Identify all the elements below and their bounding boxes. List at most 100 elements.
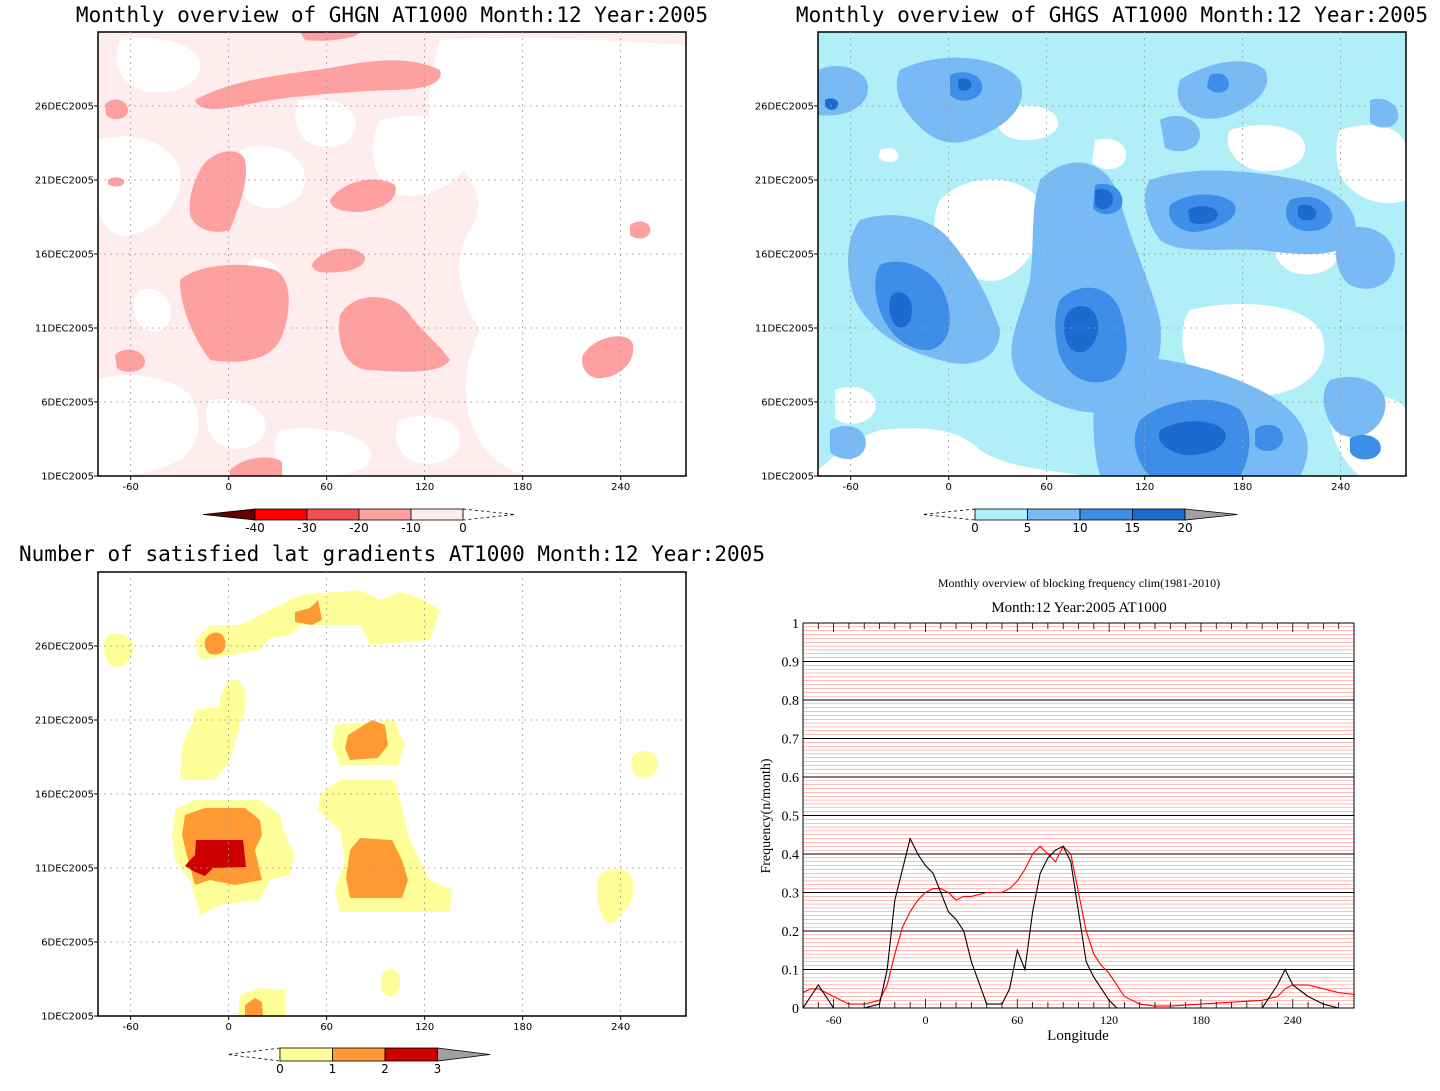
colorbar-right-arrow — [1184, 508, 1238, 521]
colorbar-segment — [332, 1047, 386, 1062]
y-tick-label: 1DEC2005 — [41, 1012, 94, 1023]
y-tick-label: 0.4 — [782, 848, 800, 863]
x-tick-label: 60 — [320, 1022, 333, 1033]
line-chart-xlabel: Longitude — [1047, 1028, 1109, 1044]
y-tick-label: 0.5 — [782, 810, 800, 825]
climatology-line — [803, 845, 1354, 1007]
observed-line — [803, 837, 1354, 1008]
colorbar-segment — [358, 508, 412, 521]
y-tick-label: 0.7 — [782, 733, 800, 748]
x-tick-label: 240 — [611, 1022, 630, 1033]
colorbar-left-arrow — [922, 508, 976, 521]
colorbar-segment — [1027, 508, 1081, 521]
line-chart-subtitle: Month:12 Year:2005 AT1000 — [991, 600, 1166, 616]
y-tick-label: 1DEC2005 — [41, 472, 94, 483]
panel-ghgn-title: Monthly overview of GHGN AT1000 Month:12… — [76, 3, 708, 27]
colorbar-tick-label: -30 — [297, 521, 317, 535]
y-tick-label: 0.9 — [782, 656, 800, 671]
panel-lat-gradients-title: Number of satisfied lat gradients AT1000… — [19, 542, 765, 566]
ghgs-level-15-patches — [825, 78, 1317, 456]
y-tick-label: 21DEC2005 — [35, 176, 94, 187]
x-tick-label: 60 — [1040, 482, 1053, 493]
colorbar-tick-label: 5 — [1024, 521, 1032, 535]
y-tick-label: 16DEC2005 — [35, 250, 94, 261]
colorbar-tick-label: 0 — [276, 1062, 284, 1076]
y-tick-label: 1 — [792, 617, 799, 632]
y-tick-label: 26DEC2005 — [755, 102, 814, 113]
ghgs-gridlines — [818, 32, 1406, 476]
x-tick-label: 0 — [225, 482, 231, 493]
panel-ghgs: Monthly overview of GHGS AT1000 Month:12… — [755, 3, 1428, 535]
count-gridlines — [98, 572, 686, 1016]
colorbar-tick-label: -40 — [245, 521, 265, 535]
x-tick-label: 240 — [611, 482, 630, 493]
count-colorbar: 0 1 2 3 — [227, 1047, 491, 1076]
line-chart-ylabel: Frequency(n/month) — [759, 758, 774, 873]
y-tick-label: 0 — [792, 1002, 799, 1017]
y-tick-label: 0.1 — [782, 964, 800, 979]
colorbar-segment — [1079, 508, 1133, 521]
colorbar-segment — [279, 1047, 333, 1062]
panel-ghgn: Monthly overview of GHGN AT1000 Month:12… — [35, 3, 708, 535]
colorbar-right-arrow — [462, 508, 516, 521]
ghgs-colorbar: 0 5 10 15 20 — [922, 508, 1238, 535]
colorbar-tick-label: 15 — [1125, 521, 1140, 535]
line-chart-axes: 0 0.1 0.2 0.3 0.4 0.5 0.6 0.7 0.8 0.9 1 -60 0 60 120 18… — [782, 617, 1355, 1027]
colorbar-tick-label: 20 — [1177, 521, 1192, 535]
line-chart-series — [803, 837, 1354, 1008]
count-axes: -60 0 60 120 180 240 1DEC2005 6DEC2005 11DEC2005… — [35, 642, 630, 1034]
colorbar-segment — [384, 1047, 438, 1062]
colorbar-segment — [1132, 508, 1186, 521]
x-tick-label: 180 — [1192, 1013, 1210, 1027]
y-tick-label: 0.3 — [782, 887, 800, 902]
x-tick-label: 240 — [1284, 1013, 1302, 1027]
line-chart-title: Monthly overview of blocking frequency c… — [938, 576, 1220, 590]
colorbar-segment — [254, 508, 308, 521]
x-tick-label: -60 — [826, 1013, 842, 1027]
ghgs-axes: -60 0 60 120 180 240 1DEC2005 6DEC2005 11DEC2005… — [755, 102, 1350, 494]
ghgs-white-patches — [835, 105, 1406, 476]
colorbar-tick-label: 3 — [434, 1062, 442, 1076]
panel-ghgs-title: Monthly overview of GHGS AT1000 Month:12… — [796, 3, 1428, 27]
y-tick-label: 11DEC2005 — [35, 324, 94, 335]
x-tick-label: 120 — [415, 482, 434, 493]
line-chart-gridlines — [803, 623, 1354, 1008]
count-level-3-patches — [185, 840, 246, 876]
x-tick-label: 120 — [1135, 482, 1154, 493]
x-tick-label: 240 — [1331, 482, 1350, 493]
panel-lat-gradients: Number of satisfied lat gradients AT1000… — [19, 542, 765, 1076]
x-tick-label: 120 — [1100, 1013, 1118, 1027]
y-tick-label: 16DEC2005 — [755, 250, 814, 261]
x-tick-label: 180 — [513, 482, 532, 493]
x-tick-label: 180 — [1233, 482, 1252, 493]
colorbar-right-arrow — [437, 1047, 491, 1062]
ghgn-axes: -60 0 60 120 180 240 1DEC2005 6DEC2005 11DEC2005… — [35, 102, 630, 494]
x-tick-label: 0 — [945, 482, 951, 493]
y-tick-label: 0.6 — [782, 771, 800, 786]
x-tick-label: -60 — [122, 482, 138, 493]
ghgn-gridlines — [98, 32, 686, 476]
x-tick-label: 60 — [1011, 1013, 1023, 1027]
y-tick-label: 6DEC2005 — [761, 398, 814, 409]
x-tick-label: 0 — [225, 1022, 231, 1033]
x-tick-label: 0 — [922, 1013, 928, 1027]
colorbar-tick-label: 0 — [459, 521, 467, 535]
y-tick-label: 26DEC2005 — [35, 102, 94, 113]
y-tick-label: 21DEC2005 — [755, 176, 814, 187]
colorbar-tick-label: 2 — [381, 1062, 389, 1076]
colorbar-tick-label: -10 — [401, 521, 421, 535]
colorbar-tick-label: -20 — [349, 521, 369, 535]
y-tick-label: 0.2 — [782, 925, 800, 940]
panel-blocking-frequency: Monthly overview of blocking frequency c… — [759, 576, 1355, 1044]
x-tick-label: -60 — [122, 1022, 138, 1033]
y-tick-label: 16DEC2005 — [35, 790, 94, 801]
colorbar-segment — [306, 508, 360, 521]
y-tick-label: 6DEC2005 — [41, 938, 94, 949]
y-tick-label: 6DEC2005 — [41, 398, 94, 409]
y-tick-label: 1DEC2005 — [761, 472, 814, 483]
y-tick-label: 11DEC2005 — [35, 864, 94, 875]
x-tick-label: 180 — [513, 1022, 532, 1033]
x-tick-label: -60 — [842, 482, 858, 493]
y-tick-label: 26DEC2005 — [35, 642, 94, 653]
